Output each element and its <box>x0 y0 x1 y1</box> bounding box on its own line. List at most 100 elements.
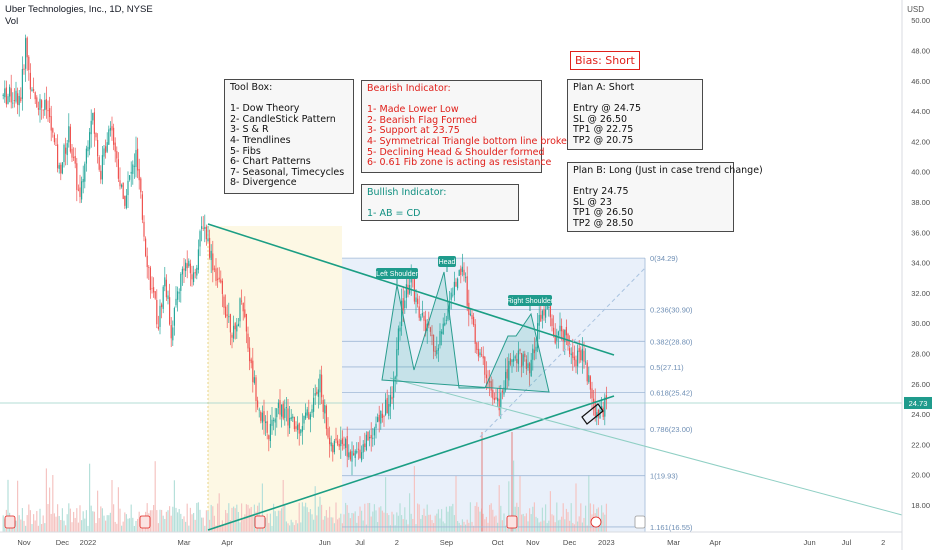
volume-bar <box>303 506 305 532</box>
candle-body <box>201 226 203 229</box>
volume-bar <box>469 502 471 532</box>
candle-body <box>335 438 337 441</box>
plan_b-line: Plan B: Long (Just in case trend change) <box>573 165 763 176</box>
volume-bar <box>431 520 433 532</box>
candle-body <box>162 286 164 309</box>
candle-body <box>276 408 278 418</box>
candle-body <box>233 325 235 339</box>
volume-bar <box>365 524 367 532</box>
candle-body <box>141 194 143 220</box>
bearish-indicator-note[interactable]: Bearish Indicator: 1- Made Lower Low 2- B… <box>361 80 573 173</box>
candle-body <box>58 165 60 169</box>
candle-body <box>180 273 182 291</box>
candle-body <box>503 387 505 395</box>
candle-body <box>479 352 481 356</box>
volume-bar <box>421 514 423 532</box>
volume-bar <box>237 512 239 532</box>
candle-body <box>404 300 406 309</box>
toolbox-line: 4- Trendlines <box>230 134 291 146</box>
volume-bar <box>69 508 71 532</box>
volume-bar <box>100 506 102 532</box>
candle-body <box>196 267 198 276</box>
volume-bar <box>87 525 89 532</box>
candle-body <box>93 112 95 134</box>
volume-bar <box>321 504 323 532</box>
candle-body <box>425 319 427 334</box>
candle-body <box>265 421 267 424</box>
candle-body <box>65 147 67 154</box>
candle-body <box>125 195 127 209</box>
volume-bar <box>63 520 65 532</box>
candle-body <box>289 417 291 429</box>
volume-bar <box>7 479 9 532</box>
candle-body <box>210 250 212 261</box>
symbol-title[interactable]: Uber Technologies, Inc., 1D, NYSE <box>5 4 153 15</box>
volume-bar <box>79 505 81 532</box>
candle-body <box>476 342 478 351</box>
candle-body <box>82 178 84 183</box>
candle-body <box>301 425 303 432</box>
volume-bar <box>193 512 195 532</box>
candle-body <box>76 163 78 190</box>
volume-bar <box>81 520 83 532</box>
candle-body <box>69 126 71 152</box>
volume-bar <box>562 503 564 532</box>
volume-bar <box>105 520 107 532</box>
candle-body <box>36 97 38 108</box>
volume-bar <box>583 517 585 532</box>
bear-flag <box>581 403 604 425</box>
volume-bar <box>223 525 225 532</box>
earnings-marker <box>506 515 518 529</box>
toolbox-line: 1- Dow Theory <box>230 103 300 115</box>
candle-body <box>529 363 531 374</box>
trendline-layer: Left Shoulder Head Right Shoulder <box>207 223 903 531</box>
candle-body <box>377 417 379 423</box>
candle-body <box>551 318 553 326</box>
candle-body <box>57 144 59 169</box>
candle-body <box>247 333 249 349</box>
candle-body <box>137 148 139 171</box>
volume-bar <box>36 511 38 532</box>
volume-bar <box>386 513 388 532</box>
toolbox-note[interactable]: Tool Box: 1- Dow Theory 2- CandleStick Pa… <box>224 79 354 194</box>
volume-bar <box>380 506 382 532</box>
candle-body <box>391 396 393 400</box>
volume-bar <box>533 502 535 532</box>
candle-body <box>199 231 201 247</box>
bias-badge[interactable]: Bias: Short <box>570 51 640 70</box>
volume-bar <box>113 504 115 532</box>
volume-bar <box>185 521 187 532</box>
x-tick-label: 2023 <box>598 538 615 547</box>
bullish-line: 1- AB = CD <box>367 208 421 220</box>
pattern-label-text: Left Shoulder <box>376 271 418 278</box>
volume-bar <box>353 513 355 532</box>
x-tick-label: 2022 <box>80 538 97 547</box>
volume-bar <box>322 519 324 532</box>
candle-body <box>92 113 94 121</box>
plan-b-note[interactable]: Plan B: Long (Just in case trend change)… <box>567 162 763 232</box>
volume-bar <box>602 512 604 532</box>
volume-bar <box>308 512 310 532</box>
volume-bar <box>53 513 55 532</box>
volume-bar <box>449 506 451 532</box>
candle-body <box>383 416 385 418</box>
earnings-marker <box>254 515 266 529</box>
bullish-indicator-note[interactable]: Bullish Indicator: 1- AB = CD <box>361 184 519 221</box>
plan-a-note[interactable]: Plan A: Short Entry @ 24.75 SL @ 26.50 TP1… <box>567 79 703 150</box>
candle-body <box>554 334 556 344</box>
candle-body <box>164 277 166 287</box>
candle-body <box>372 437 374 439</box>
candle-body <box>337 440 339 445</box>
candle-body <box>266 421 268 433</box>
candle-body <box>583 350 585 362</box>
candle-body <box>586 362 588 382</box>
candle-body <box>175 298 177 306</box>
candle-body <box>9 86 11 97</box>
volume-bar <box>164 518 166 532</box>
candle-body <box>581 348 583 361</box>
candle-body <box>26 37 28 58</box>
x-tick-label: 2 <box>881 538 885 547</box>
volume-label[interactable]: Vol <box>5 16 19 27</box>
volume-bar <box>503 513 505 532</box>
